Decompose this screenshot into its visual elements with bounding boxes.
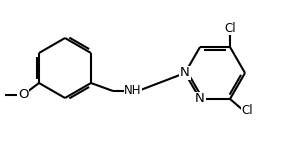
Text: N: N [180, 66, 190, 79]
Text: Cl: Cl [241, 104, 253, 117]
Text: NH: NH [124, 85, 142, 98]
Text: Cl: Cl [224, 22, 236, 35]
Text: O: O [18, 88, 28, 101]
Text: N: N [195, 92, 205, 106]
